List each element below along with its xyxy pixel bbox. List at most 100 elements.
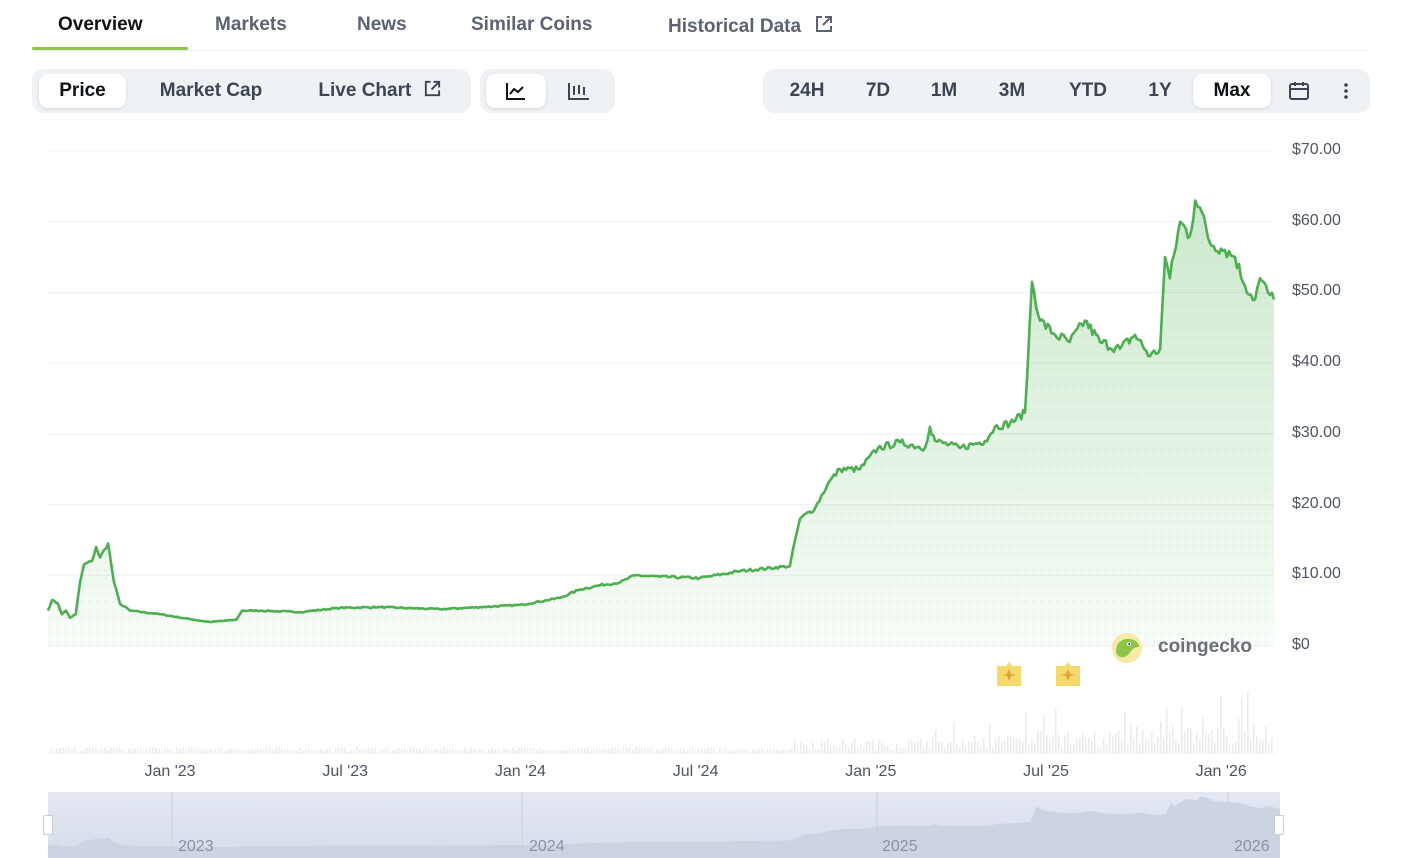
volume-bar [119, 747, 121, 753]
volume-bar [572, 750, 574, 753]
volume-bar [1070, 744, 1072, 753]
tab-overview[interactable]: Overview [58, 14, 143, 35]
volume-bar [1211, 730, 1213, 753]
volume-bar [506, 749, 508, 753]
volume-bar [218, 747, 220, 753]
volume-bar [605, 749, 607, 753]
range-24h-button[interactable]: 24H [789, 80, 825, 101]
range-7d-button[interactable]: 7D [865, 80, 891, 101]
live-chart-button[interactable]: Live Chart [300, 74, 460, 108]
volume-bar [1154, 743, 1156, 753]
volume-bar [365, 748, 367, 753]
volume-bar [485, 750, 487, 753]
volume-bar [971, 741, 973, 753]
navigator-year-label: 2023 [178, 838, 214, 855]
volume-bar [311, 750, 313, 753]
volume-bar [707, 747, 709, 753]
market-cap-button[interactable]: Market Cap [159, 80, 263, 101]
volume-bar [323, 749, 325, 753]
volume-bar [1208, 734, 1210, 753]
volume-bar [854, 738, 856, 753]
volume-bar [848, 748, 850, 753]
volume-bar [776, 750, 778, 753]
candlestick-button[interactable] [552, 74, 608, 108]
volume-bar [104, 747, 106, 753]
y-tick-label: $60.00 [1292, 211, 1341, 229]
tab-historical-data[interactable]: Historical Data [668, 14, 834, 38]
navigator-right-handle[interactable] [1274, 815, 1284, 835]
volume-bar [974, 735, 976, 753]
navigator-left-handle[interactable] [43, 815, 53, 835]
volume-bar [923, 748, 925, 753]
volume-bar [887, 745, 889, 753]
volume-bar [587, 747, 589, 753]
volume-bar [191, 747, 193, 753]
volume-bar [245, 749, 247, 753]
live-chart-label: Live Chart [318, 80, 412, 101]
volume-bar [608, 748, 610, 753]
more-options-button[interactable] [1329, 74, 1363, 108]
volume-bar [494, 749, 496, 753]
volume-bar [1172, 725, 1174, 753]
volume-bar [1169, 732, 1171, 753]
volume-bar [920, 739, 922, 753]
volume-bar [107, 750, 109, 753]
volume-bar [335, 747, 337, 753]
external-link-icon [424, 80, 440, 97]
volume-bar [221, 747, 223, 753]
volume-bar [596, 748, 598, 753]
volume-bar [1052, 735, 1054, 753]
volume-bar [500, 750, 502, 753]
volume-bar [962, 741, 964, 753]
range-1y-button[interactable]: 1Y [1148, 80, 1172, 101]
y-tick-label: $50.00 [1292, 282, 1341, 300]
volume-bar [65, 748, 67, 753]
price-button[interactable]: Price [39, 74, 126, 108]
volume-bar [746, 749, 748, 753]
volume-bar [1196, 732, 1198, 753]
volume-bar [911, 740, 913, 753]
range-3m-button[interactable]: 3M [998, 80, 1026, 101]
tab-similar-coins[interactable]: Similar Coins [471, 14, 593, 35]
volume-bar [1175, 740, 1177, 753]
volume-bar [296, 750, 298, 753]
range-ytd-button[interactable]: YTD [1069, 80, 1107, 101]
volume-bar [902, 747, 904, 753]
volume-bar [575, 750, 577, 753]
range-1m-button[interactable]: 1M [930, 80, 958, 101]
volume-bar [929, 748, 931, 753]
tab-markets[interactable]: Markets [215, 14, 287, 35]
volume-bar [1013, 738, 1015, 753]
volume-bar [701, 748, 703, 753]
volume-bar [479, 749, 481, 753]
volume-bar [1106, 744, 1108, 753]
volume-bar [719, 747, 721, 753]
volume-bar [677, 749, 679, 753]
volume-bar [1202, 717, 1204, 753]
volume-bar [197, 748, 199, 753]
calendar-button[interactable] [1279, 74, 1319, 108]
volume-bar [692, 747, 694, 753]
volume-bar [248, 749, 250, 753]
volume-bar [704, 748, 706, 753]
line-chart-button[interactable] [486, 74, 546, 108]
volume-bar [314, 749, 316, 753]
volume-bar [821, 741, 823, 753]
tab-news[interactable]: News [357, 14, 407, 35]
external-link-icon [816, 16, 833, 32]
volume-bar [977, 741, 979, 753]
volume-bar [671, 748, 673, 753]
y-tick-label: $40.00 [1292, 353, 1341, 371]
volume-bar [1073, 745, 1075, 753]
range-max-button[interactable]: Max [1193, 74, 1271, 108]
volume-bar [470, 747, 472, 753]
volume-bar [359, 749, 361, 753]
volume-bar [1028, 743, 1030, 753]
volume-bar [641, 748, 643, 753]
volume-bar [155, 748, 157, 753]
time-range-group: 24H 7D 1M 3M YTD 1Y Max [763, 69, 1370, 113]
volume-bar [1226, 736, 1228, 753]
volume-bar [1253, 723, 1255, 753]
volume-bar [857, 748, 859, 753]
